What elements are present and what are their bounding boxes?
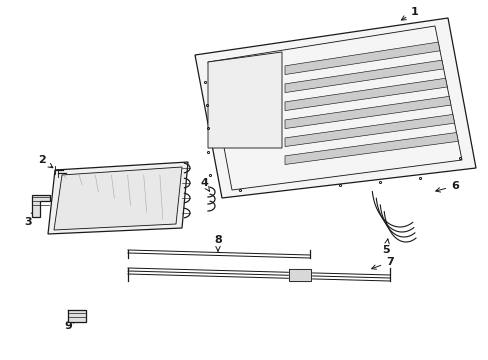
Polygon shape xyxy=(54,167,182,230)
Text: 9: 9 xyxy=(64,319,75,331)
Polygon shape xyxy=(288,269,310,280)
Polygon shape xyxy=(285,114,454,147)
Polygon shape xyxy=(285,96,450,129)
Polygon shape xyxy=(207,52,282,148)
Polygon shape xyxy=(32,195,50,217)
Text: 1: 1 xyxy=(401,7,418,20)
Polygon shape xyxy=(195,18,475,198)
Polygon shape xyxy=(285,60,443,93)
Polygon shape xyxy=(68,310,86,322)
Polygon shape xyxy=(285,42,439,75)
Text: 7: 7 xyxy=(371,257,393,269)
Text: 8: 8 xyxy=(214,235,222,251)
Polygon shape xyxy=(285,132,457,165)
Text: 5: 5 xyxy=(382,239,389,255)
Text: 6: 6 xyxy=(435,181,458,192)
Polygon shape xyxy=(48,162,187,234)
Text: 3: 3 xyxy=(24,211,35,227)
Text: 4: 4 xyxy=(200,178,209,191)
Polygon shape xyxy=(285,78,447,111)
Text: 2: 2 xyxy=(38,155,53,168)
